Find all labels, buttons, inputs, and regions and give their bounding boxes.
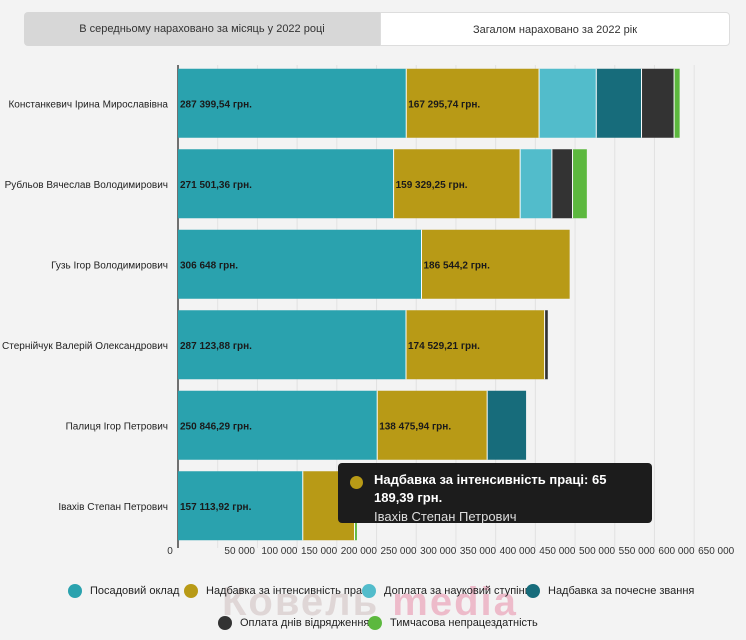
bar-segment[interactable]: [393, 149, 521, 219]
bar-segment[interactable]: [487, 390, 527, 460]
tab-bar: В середньому нараховано за місяць у 2022…: [24, 12, 730, 46]
x-tick-label: 650 000: [698, 546, 735, 557]
bar-segment[interactable]: [178, 149, 394, 219]
bar-segment[interactable]: [178, 68, 407, 138]
x-tick-label: 200 000: [341, 546, 378, 557]
bar-segment[interactable]: [520, 149, 552, 219]
legend-swatch: [368, 616, 382, 630]
tab-monthly-average[interactable]: В середньому нараховано за місяць у 2022…: [24, 12, 380, 46]
bar-segment[interactable]: [572, 149, 587, 219]
bar-segment[interactable]: [406, 68, 540, 138]
category-label: Івахів Степан Петрович: [58, 502, 168, 513]
data-label: 287 399,54 грн.: [180, 99, 252, 110]
x-tick-label: 400 000: [500, 546, 537, 557]
category-label: Гузь Ігор Володимирович: [51, 260, 168, 271]
stacked-bar-chart: 0 50 000 100 000 150 000 200 000 250 000 300 0…: [2, 65, 735, 557]
x-tick-label: 350 000: [460, 546, 497, 557]
bar-segment[interactable]: [544, 310, 548, 380]
x-tick-label: 250 000: [380, 546, 417, 557]
data-label: 159 329,25 грн.: [396, 180, 468, 191]
bar-segment[interactable]: [178, 310, 407, 380]
data-label: 287 123,88 грн.: [180, 341, 252, 352]
tooltip-series-dot: [350, 476, 363, 489]
bar-segment[interactable]: [178, 471, 303, 541]
data-label: 138 475,94 грн.: [379, 421, 451, 432]
x-tick-label: 600 000: [658, 546, 695, 557]
category-label: Палиця Ігор Петрович: [66, 421, 168, 432]
tooltip-subtitle: Івахів Степан Петрович: [374, 509, 517, 524]
data-label: 167 295,74 грн.: [408, 99, 480, 110]
x-tick-label: 150 000: [301, 546, 338, 557]
x-tick-label: 50 000: [224, 546, 255, 557]
bar-segment[interactable]: [674, 68, 680, 138]
data-label: 306 648 грн.: [180, 260, 238, 271]
data-label: 186 544,2 грн.: [424, 260, 491, 271]
bar-segment[interactable]: [641, 68, 675, 138]
x-tick-label: 500 000: [579, 546, 616, 557]
bar-segment[interactable]: [551, 149, 573, 219]
tooltip-title: Надбавка за інтенсивність праці: 65 189,…: [374, 472, 607, 505]
x-tick-label: 100 000: [261, 546, 298, 557]
x-tick-label: 300 000: [420, 546, 457, 557]
category-label: Стернійчук Валерій Олександрович: [2, 341, 168, 352]
chart-tooltip: Надбавка за інтенсивність праці: 65 189,…: [338, 463, 652, 524]
data-label: 174 529,21 грн.: [408, 341, 480, 352]
bar-segment[interactable]: [178, 390, 378, 460]
bar-segment[interactable]: [377, 390, 488, 460]
category-label: Рубльов Вячеслав Володимирович: [5, 179, 168, 191]
data-label: 157 113,92 грн.: [180, 502, 252, 513]
data-label: 250 846,29 грн.: [180, 421, 252, 432]
legend-swatch: [184, 584, 198, 598]
bar-segment[interactable]: [406, 310, 545, 380]
data-label: 271 501,36 грн.: [180, 180, 252, 191]
bar-segment[interactable]: [421, 229, 570, 299]
x-tick-label: 0: [167, 546, 173, 557]
category-label: Констанкевич Ірина Мирославівна: [8, 99, 168, 110]
tab-yearly-total[interactable]: Загалом нараховано за 2022 рік: [380, 12, 730, 46]
x-tick-label: 450 000: [539, 546, 576, 557]
bar-segment[interactable]: [596, 68, 642, 138]
bar-segment[interactable]: [539, 68, 597, 138]
legend-swatch: [68, 584, 82, 598]
legend-swatch: [218, 616, 232, 630]
x-tick-label: 550 000: [619, 546, 656, 557]
legend-swatch: [362, 584, 376, 598]
legend-swatch: [526, 584, 540, 598]
bar-segment[interactable]: [178, 229, 422, 299]
